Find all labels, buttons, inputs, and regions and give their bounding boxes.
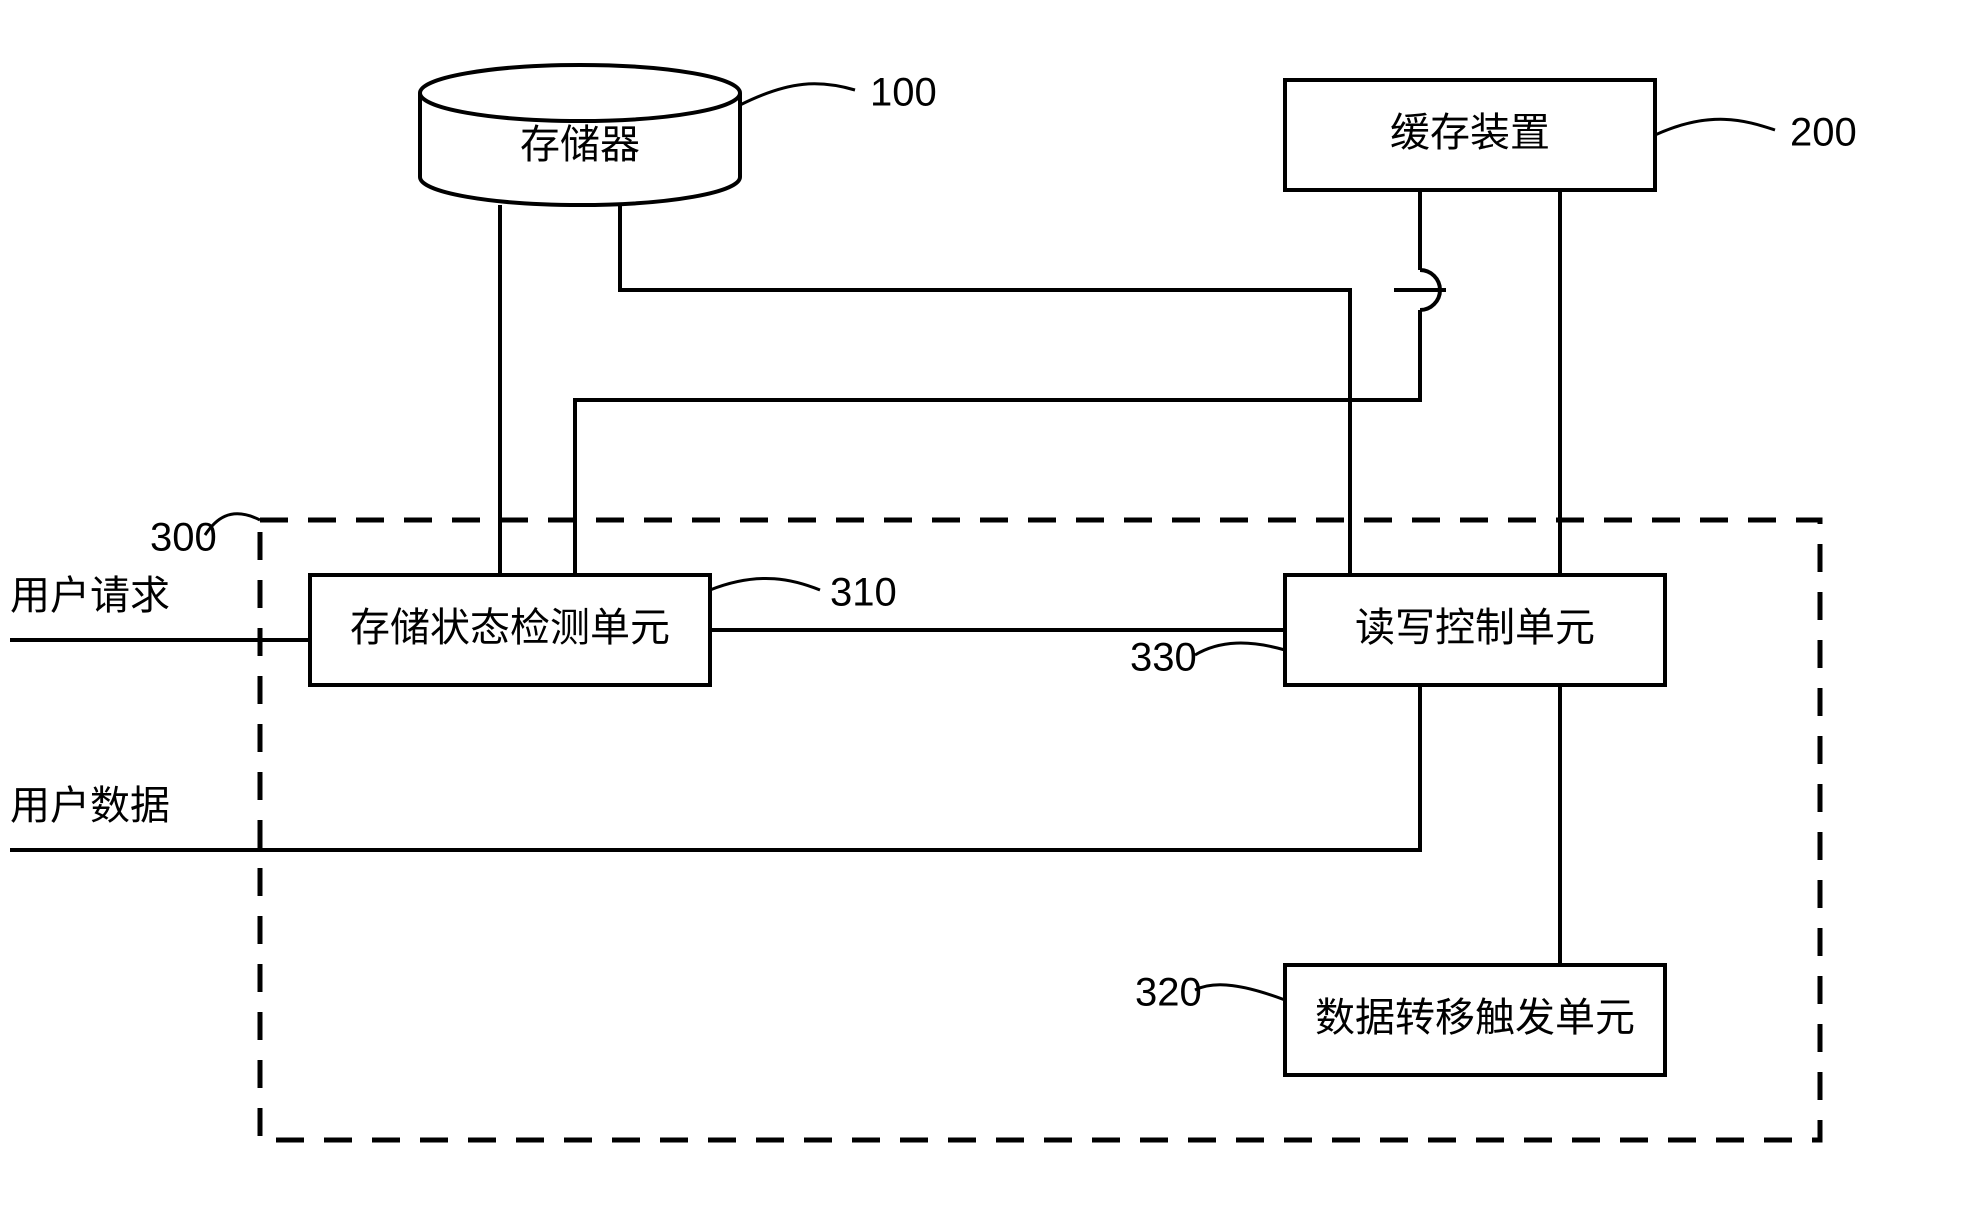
rwctrl-label: 读写控制单元 [1355,605,1595,650]
data-transfer-trigger-unit: 数据转移触发单元 [1285,965,1665,1075]
ref-310: 310 [830,571,897,615]
detect-label: 存储状态检测单元 [350,605,670,650]
cache-device-box: 缓存装置 [1285,80,1655,190]
connections [10,190,1560,965]
ref-100: 100 [870,71,937,115]
storage-cylinder: 存储器 [420,65,740,205]
user-data-label: 用户数据 [10,783,170,828]
rw-control-unit: 读写控制单元 [1285,575,1665,685]
cache-to-rwctrl-a [575,190,1420,575]
block-diagram: 存储器 缓存装置 存储状态检测单元 读写控制单元 数据转移触发单元 用户请求 用… [0,0,1969,1210]
trigger-label: 数据转移触发单元 [1315,995,1635,1040]
storage-state-detect-unit: 存储状态检测单元 [310,575,710,685]
leader-l330 [1195,643,1285,655]
ref-320: 320 [1135,971,1202,1015]
leader-l310 [710,578,820,590]
storage-label: 存储器 [520,122,640,167]
user-request-label: 用户请求 [10,573,170,618]
reference-leaders [205,84,1775,1000]
ref-330: 330 [1130,636,1197,680]
ref-300: 300 [150,516,217,560]
user-data-line [10,685,1420,850]
leader-l100 [740,84,855,105]
cache-label: 缓存装置 [1390,110,1550,155]
ref-200: 200 [1790,111,1857,155]
leader-l200 [1655,119,1775,135]
leader-l320 [1195,985,1285,1000]
